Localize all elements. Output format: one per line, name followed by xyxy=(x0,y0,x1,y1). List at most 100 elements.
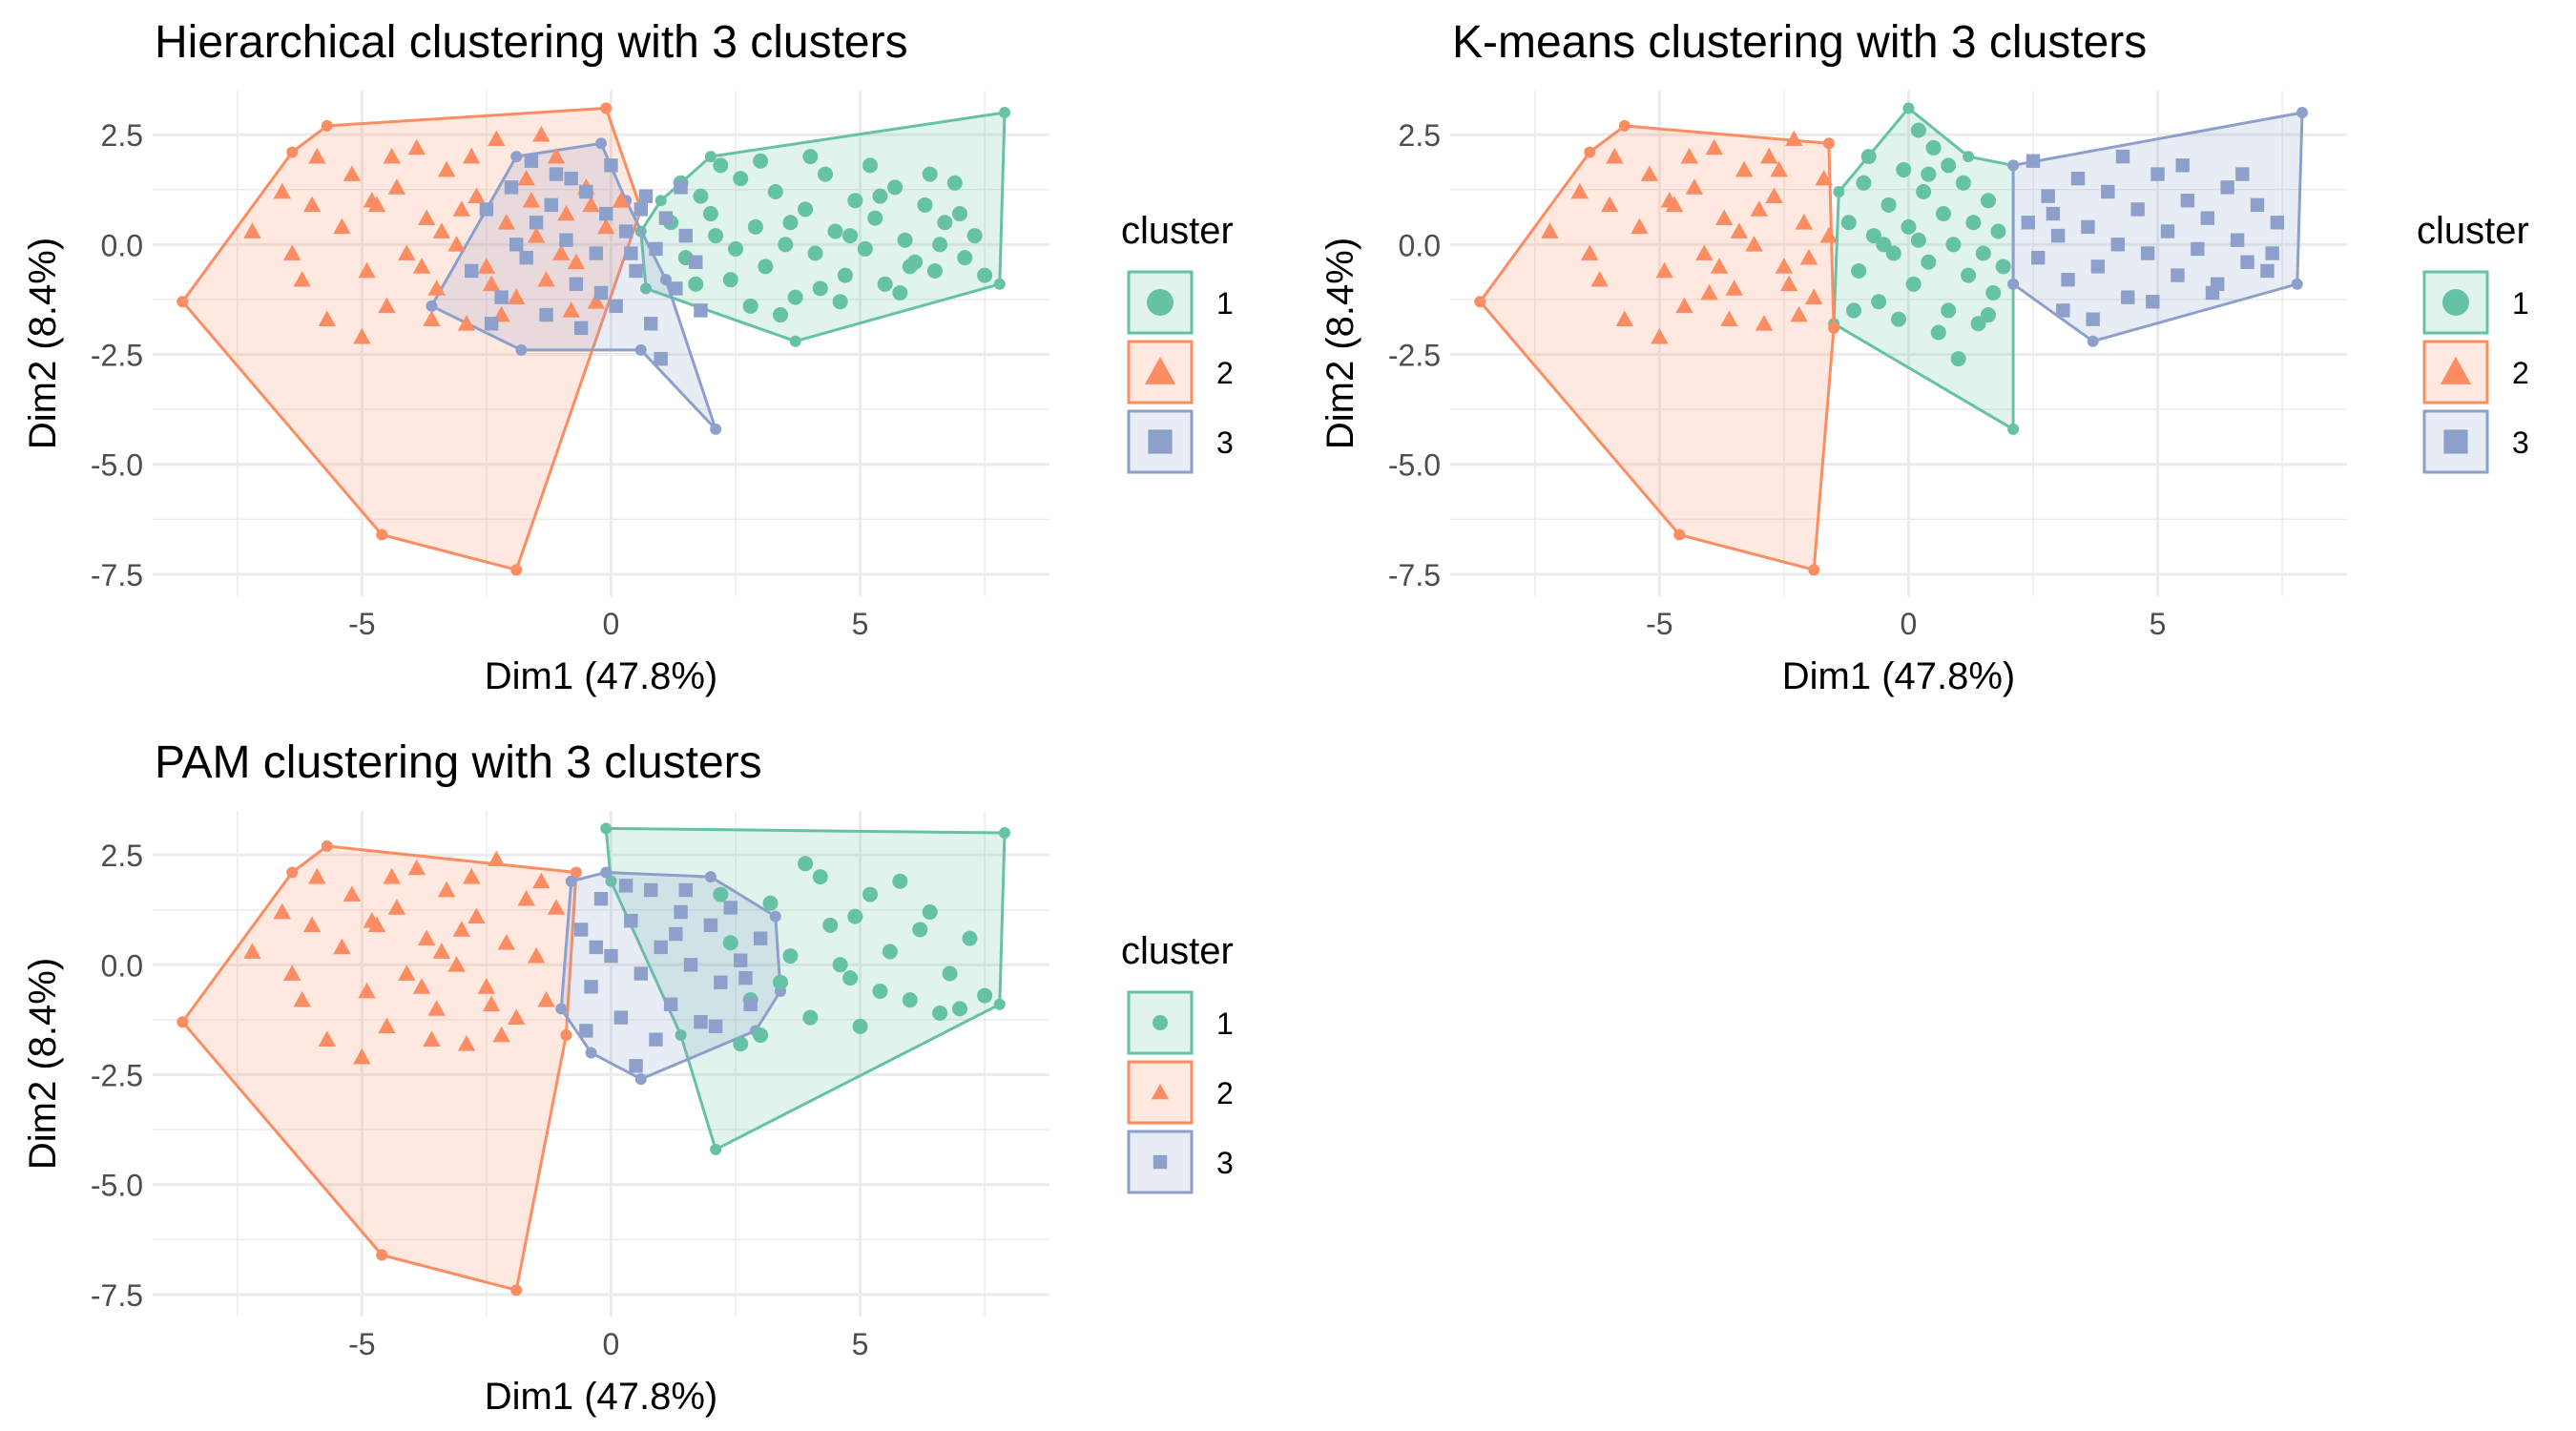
data-point-cluster-1 xyxy=(922,904,938,920)
data-point-cluster-2 xyxy=(1570,182,1589,199)
data-point-cluster-1 xyxy=(892,285,908,301)
legend-label: 1 xyxy=(1216,286,1234,321)
data-point-cluster-2 xyxy=(1606,147,1624,164)
data-point-cluster-2 xyxy=(567,253,586,270)
data-point-cluster-2 xyxy=(1700,283,1718,301)
data-point-cluster-3 xyxy=(2081,219,2095,235)
x-tick-label: 5 xyxy=(852,607,869,641)
data-point-cluster-3 xyxy=(703,918,718,933)
data-point-cluster-3 xyxy=(669,926,683,942)
data-point-cluster-3 xyxy=(2130,202,2145,217)
data-point-cluster-3 xyxy=(2180,194,2195,208)
data-point-cluster-2 xyxy=(363,912,381,928)
data-point-cluster-1 xyxy=(1961,267,1977,283)
data-point-cluster-2 xyxy=(243,222,261,238)
x-tick-labels: -5 0 5 xyxy=(348,607,868,641)
legend-marker-2 xyxy=(2440,356,2472,384)
data-point-cluster-2 xyxy=(1655,261,1673,279)
data-point-cluster-2 xyxy=(527,946,546,964)
data-point-cluster-2 xyxy=(597,218,615,235)
data-point-cluster-1 xyxy=(747,218,763,235)
data-point-cluster-1 xyxy=(713,157,729,174)
data-point-cluster-2 xyxy=(383,867,401,884)
data-point-cluster-2 xyxy=(1750,200,1768,217)
data-point-cluster-3 xyxy=(674,180,688,195)
legend-title: cluster xyxy=(1121,210,1234,252)
data-point-cluster-3 xyxy=(465,263,479,279)
data-point-cluster-1 xyxy=(762,895,779,911)
data-point-cluster-2 xyxy=(1785,130,1803,147)
data-point-cluster-1 xyxy=(688,276,704,292)
data-point-cluster-1 xyxy=(837,267,853,283)
data-point-cluster-3 xyxy=(624,246,638,260)
legend: cluster 1 2 3 xyxy=(1121,210,1234,474)
data-point-cluster-3 xyxy=(494,290,509,304)
data-point-cluster-3 xyxy=(589,940,603,955)
data-point-cluster-2 xyxy=(447,236,466,252)
data-point-cluster-1 xyxy=(852,1018,868,1034)
hull-vertex xyxy=(1963,151,1975,163)
data-point-cluster-1 xyxy=(832,957,848,973)
data-point-cluster-2 xyxy=(477,258,496,274)
data-point-cluster-1 xyxy=(1930,324,1946,341)
data-point-cluster-2 xyxy=(1790,305,1808,322)
data-point-cluster-1 xyxy=(1981,193,1996,209)
data-point-cluster-2 xyxy=(407,859,426,876)
y-tick-label: 0.0 xyxy=(101,228,143,262)
data-point-cluster-3 xyxy=(683,958,698,972)
data-point-cluster-1 xyxy=(872,983,888,999)
data-point-cluster-3 xyxy=(694,1015,708,1029)
x-tick-label: 0 xyxy=(603,607,620,641)
data-point-cluster-2 xyxy=(418,209,436,226)
legend-marker-3 xyxy=(2443,429,2468,454)
data-point-cluster-3 xyxy=(753,931,768,945)
data-point-cluster-2 xyxy=(1581,244,1599,260)
hull-vertex xyxy=(634,343,647,356)
data-point-cluster-2 xyxy=(552,244,571,260)
data-point-cluster-3 xyxy=(649,241,663,257)
data-point-cluster-1 xyxy=(1955,175,1971,191)
data-point-cluster-3 xyxy=(2205,285,2220,301)
data-point-cluster-2 xyxy=(427,280,446,296)
data-point-cluster-1 xyxy=(702,206,718,222)
x-tick-label: -5 xyxy=(1646,607,1672,641)
data-point-cluster-2 xyxy=(1745,236,1763,252)
data-point-cluster-3 xyxy=(2265,246,2279,260)
hull-vertex xyxy=(286,866,299,879)
data-point-cluster-2 xyxy=(517,889,535,906)
data-point-cluster-3 xyxy=(2056,303,2070,318)
data-point-cluster-2 xyxy=(308,147,326,164)
data-point-cluster-2 xyxy=(532,872,551,889)
data-point-cluster-3 xyxy=(579,1024,593,1038)
data-point-cluster-2 xyxy=(508,1008,526,1025)
hull-vertex xyxy=(769,910,781,923)
data-point-cluster-3 xyxy=(629,263,643,279)
data-point-cluster-3 xyxy=(678,882,693,898)
data-point-cluster-1 xyxy=(1856,175,1872,191)
legend-marker-3 xyxy=(1153,1154,1168,1170)
x-axis-label: Dim1 (47.8%) xyxy=(485,1376,718,1418)
data-point-cluster-2 xyxy=(1715,209,1734,226)
data-point-cluster-2 xyxy=(293,990,311,1007)
data-point-cluster-2 xyxy=(1660,192,1678,208)
hull-vertex xyxy=(640,282,652,295)
data-point-cluster-2 xyxy=(302,196,322,213)
panel-hierarchical: Hierarchical clustering with 3 clusters … xyxy=(22,17,1234,697)
hull-vertex xyxy=(515,343,528,356)
legend-marker-2 xyxy=(1144,356,1176,384)
data-point-cluster-1 xyxy=(802,149,819,165)
data-point-cluster-3 xyxy=(609,299,623,314)
data-point-cluster-3 xyxy=(723,901,737,915)
data-point-cluster-3 xyxy=(2140,246,2155,260)
data-point-cluster-1 xyxy=(946,175,963,191)
y-tick-label: -5.0 xyxy=(1388,448,1441,483)
hull-vertex xyxy=(321,840,333,852)
y-axis-label: Dim2 (8.4%) xyxy=(22,958,64,1170)
y-axis-label: Dim2 (8.4%) xyxy=(1319,238,1361,449)
data-point-cluster-2 xyxy=(437,160,456,177)
y-tick-label: -5.0 xyxy=(91,448,143,483)
data-point-cluster-3 xyxy=(629,1059,643,1073)
cluster-hull-2 xyxy=(180,844,578,1292)
data-point-cluster-3 xyxy=(634,966,648,981)
data-point-cluster-1 xyxy=(1871,294,1887,310)
